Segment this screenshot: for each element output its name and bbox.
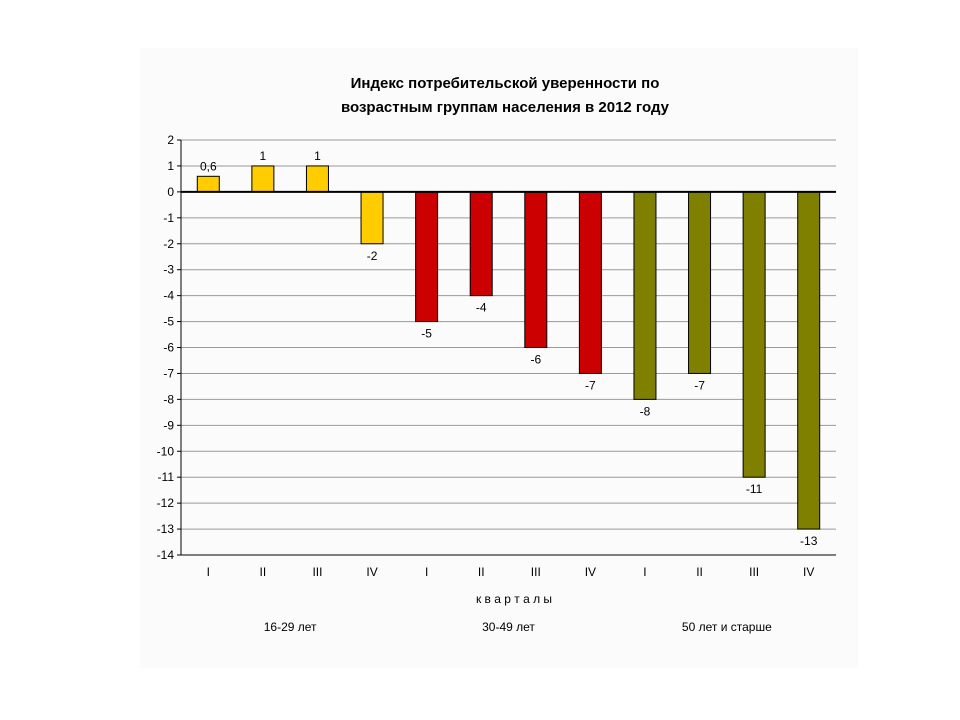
data-label: -7 — [585, 378, 596, 392]
y-tick-label: -5 — [163, 315, 174, 329]
bar — [415, 191, 439, 323]
y-tick-label: -6 — [163, 341, 174, 355]
bar — [633, 191, 657, 400]
data-label: 1 — [260, 149, 267, 163]
x-tick-label: III — [531, 565, 541, 579]
group-label: 16-29 лет — [264, 620, 317, 634]
data-label: 0,6 — [200, 159, 217, 173]
y-tick-label: -7 — [163, 366, 174, 380]
y-axis-ticks: 2 1 0 -1 -2 -3 -4 -5 -6 -7 -8 -9 -10 -11 -12 -13 -14 — [157, 133, 181, 562]
x-tick-label: II — [696, 565, 703, 579]
group-labels: 16-29 лет 30-49 лет 50 лет и старше — [264, 620, 772, 634]
y-tick-label: -12 — [157, 496, 175, 510]
bar — [578, 191, 602, 374]
x-tick-label: III — [749, 565, 759, 579]
y-tick-label: -3 — [163, 263, 174, 277]
y-tick-label: -10 — [157, 444, 175, 458]
y-tick-label: 2 — [167, 133, 174, 147]
bars — [196, 165, 821, 530]
x-tick-label: I — [643, 565, 646, 579]
chart-panel — [140, 48, 858, 668]
bar — [360, 191, 384, 245]
chart-title-line-1: Индекс потребительской уверенности по — [351, 75, 660, 92]
bar — [251, 165, 275, 193]
group-label: 50 лет и старше — [682, 620, 772, 634]
y-tick-label: 1 — [167, 159, 174, 173]
x-tick-label: I — [425, 565, 428, 579]
y-tick-label: -9 — [163, 418, 174, 432]
y-tick-label: 0 — [167, 185, 174, 199]
x-axis-ticks: I II III IV I II III IV I II III IV — [207, 565, 815, 579]
data-label: -11 — [746, 482, 763, 496]
data-labels: 0,6 1 1 -2 -5 -4 -6 -7 -8 -7 -11 -13 — [200, 149, 818, 548]
x-axis-label: к в а р т а л ы — [476, 592, 552, 606]
x-tick-label: IV — [366, 565, 377, 579]
data-label: -7 — [694, 378, 705, 392]
y-tick-label: -11 — [158, 470, 175, 484]
data-label: -13 — [800, 534, 818, 548]
bar — [524, 191, 548, 348]
chart-title-line-2: возрастным группам населения в 2012 году — [341, 99, 670, 116]
x-tick-label: II — [478, 565, 485, 579]
gridlines — [181, 139, 836, 556]
y-tick-label: -13 — [157, 522, 175, 536]
bar — [305, 165, 329, 193]
data-label: -8 — [640, 404, 651, 418]
data-label: -2 — [367, 249, 378, 263]
x-tick-label: I — [207, 565, 210, 579]
y-tick-label: -1 — [163, 211, 174, 225]
x-tick-label: III — [312, 565, 322, 579]
y-tick-label: -2 — [163, 237, 174, 251]
bar — [797, 191, 821, 530]
y-tick-label: -4 — [163, 289, 174, 303]
group-label: 30-49 лет — [482, 620, 535, 634]
y-tick-label: -8 — [163, 392, 174, 406]
data-label: -4 — [476, 301, 487, 315]
data-label: -5 — [421, 327, 432, 341]
x-tick-label: IV — [803, 565, 814, 579]
x-tick-label: IV — [585, 565, 596, 579]
bar — [742, 191, 766, 478]
bar — [196, 175, 220, 193]
axes — [180, 140, 836, 556]
bar — [688, 191, 712, 374]
data-label: -6 — [530, 353, 541, 367]
data-label: 1 — [314, 149, 321, 163]
x-tick-label: II — [260, 565, 267, 579]
bar — [469, 191, 493, 297]
y-tick-label: -14 — [157, 548, 175, 562]
